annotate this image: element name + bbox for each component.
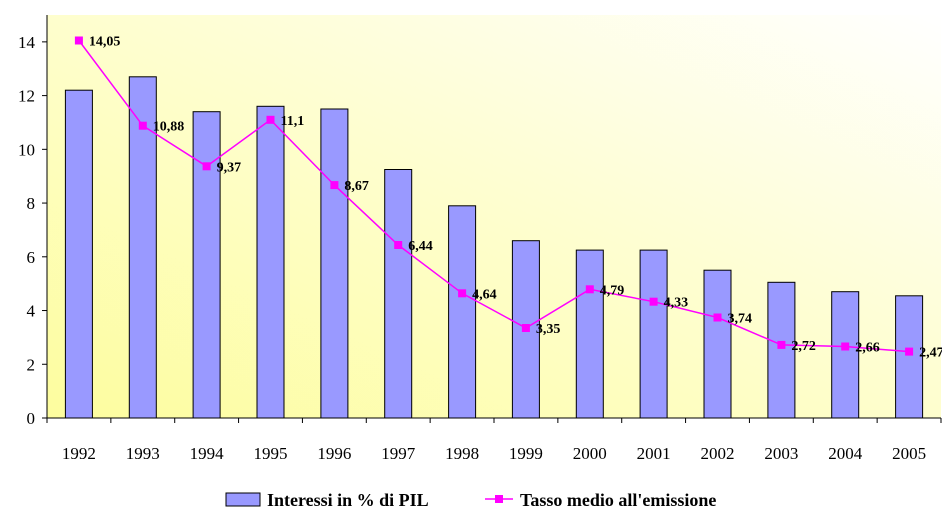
bar-2000	[575, 249, 604, 419]
data-label-1993: 10,88	[153, 120, 185, 135]
y-tick-label-4: 4	[27, 302, 36, 321]
legend-label-bar: Interessi in % di PIL	[267, 490, 429, 510]
data-label-2000: 4,79	[600, 283, 625, 298]
y-tick-label-6: 6	[27, 248, 36, 267]
line-point-1994	[202, 162, 211, 171]
legend-swatch-bar	[225, 492, 261, 507]
x-tick-label-1994: 1994	[190, 444, 225, 463]
data-label-1998: 4,64	[472, 287, 497, 302]
x-tick-label-2000: 2000	[573, 444, 607, 463]
legend: Interessi in % di PIL Tasso medio all'emi…	[225, 490, 716, 510]
x-tick-label-2004: 2004	[828, 444, 863, 463]
line-point-1996	[330, 181, 339, 190]
data-label-2002: 3,74	[728, 312, 753, 327]
x-tick-label-1996: 1996	[317, 444, 351, 463]
line-point-2003	[777, 340, 786, 349]
line-point-1997	[394, 241, 403, 249]
line-series-path	[78, 40, 910, 353]
x-tick-label-2001: 2001	[637, 444, 671, 463]
bar-2001	[639, 249, 668, 419]
x-tick-label-1993: 1993	[126, 444, 160, 463]
line-point-2004	[841, 342, 850, 351]
x-tick-label-1998: 1998	[445, 444, 479, 463]
line-point-1999	[521, 324, 530, 332]
data-label-2004: 2,66	[855, 341, 880, 356]
bar-1994	[192, 111, 221, 419]
y-tick-label-0: 0	[27, 409, 36, 428]
bar-2003	[767, 281, 796, 419]
bar-1996	[320, 108, 349, 419]
y-tick-label-8: 8	[27, 194, 36, 213]
legend-swatch-marker	[495, 495, 503, 503]
y-tick-label-12: 12	[18, 87, 35, 106]
plot-area	[47, 15, 941, 418]
legend-label-line: Tasso medio all'emissione	[520, 490, 716, 510]
line-layer: 14,05 10,88 9,37 11,1 8,67 6,44 4,64 3,35 4,79 4,…	[74, 35, 942, 361]
data-label-1994: 9,37	[217, 160, 242, 175]
line-point-2001	[649, 297, 658, 306]
data-label-2001: 4,33	[664, 296, 689, 311]
data-label-2003: 2,72	[791, 339, 816, 354]
x-tick-label-2002: 2002	[701, 444, 735, 463]
y-tick-label-14: 14	[18, 33, 36, 52]
line-point-1993	[138, 121, 147, 130]
data-label-1995: 11,1	[281, 114, 305, 129]
bar-1998	[448, 205, 477, 419]
line-point-1995	[266, 115, 275, 124]
x-tick-label-1995: 1995	[254, 444, 288, 463]
line-point-1992	[74, 36, 83, 45]
x-tick-label-2005: 2005	[892, 444, 926, 463]
axes-layer: 0 2 4 6 8 10 12 14 1992 1993 1994 1995 1996 1997 1998 1…	[18, 15, 942, 463]
data-label-1992: 14,05	[89, 35, 121, 50]
line-point-2005	[905, 347, 914, 356]
line-point-2000	[585, 285, 594, 294]
y-tick-label-10: 10	[18, 140, 35, 159]
bar-2002	[703, 269, 732, 419]
data-label-1997: 6,44	[408, 239, 433, 254]
bar-1995	[256, 105, 285, 419]
bar-1999	[511, 240, 540, 419]
bar-1997	[384, 169, 413, 419]
x-tick-label-1992: 1992	[62, 444, 96, 463]
data-label-1999: 3,35	[536, 322, 561, 337]
x-tick-label-2003: 2003	[764, 444, 798, 463]
line-point-2002	[713, 313, 722, 322]
data-label-2005: 2,47	[919, 346, 942, 361]
y-tick-label-2: 2	[27, 355, 36, 374]
x-tick-label-1999: 1999	[509, 444, 543, 463]
bar-2005	[895, 295, 924, 419]
x-tick-label-1997: 1997	[381, 444, 416, 463]
line-point-1998	[458, 289, 467, 298]
bar-1993	[128, 76, 157, 419]
bars-layer	[64, 76, 924, 419]
data-label-1996: 8,67	[344, 179, 369, 194]
bar-1992	[64, 89, 93, 419]
